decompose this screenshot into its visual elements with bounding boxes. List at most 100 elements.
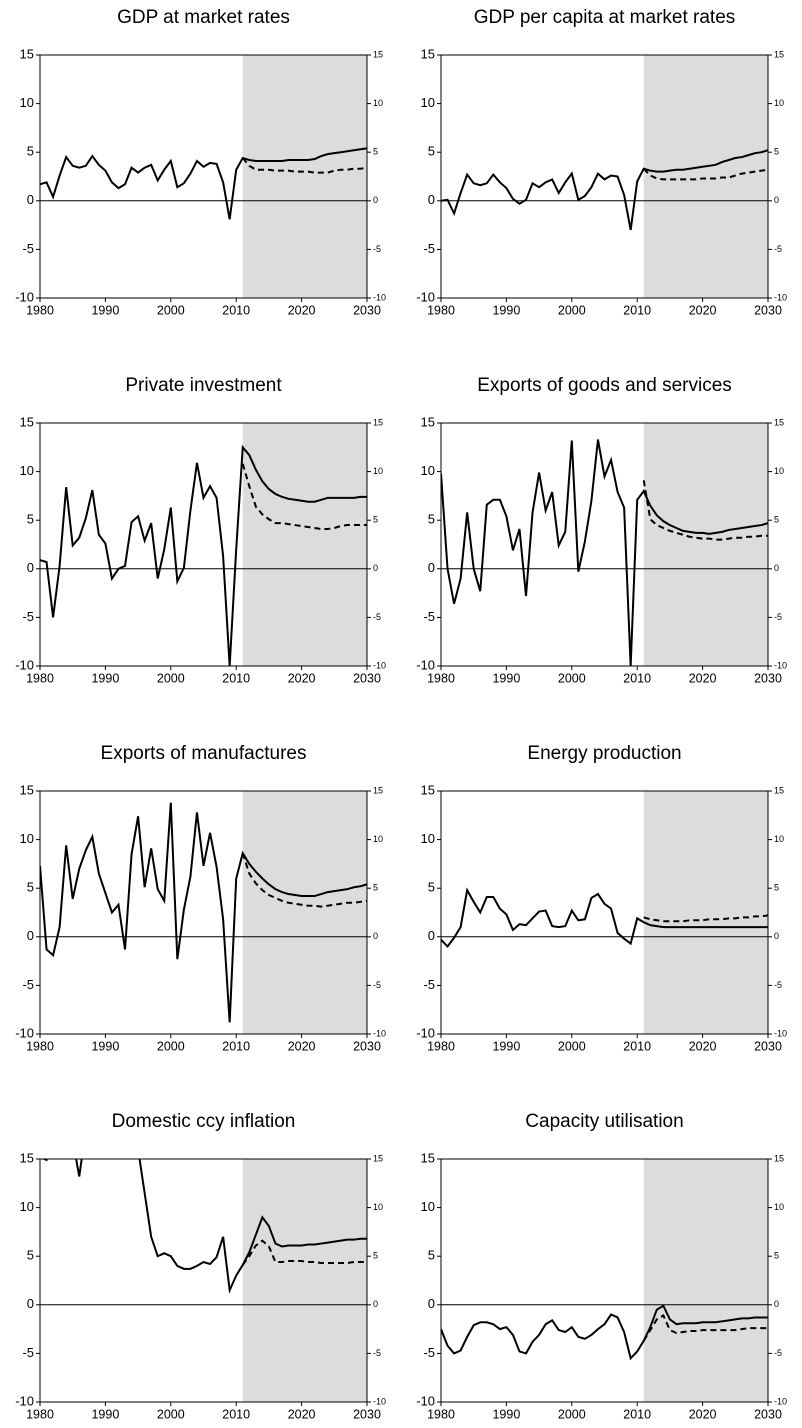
y-tick-label: -10 <box>15 657 34 672</box>
y-tick-label: 10 <box>20 95 34 110</box>
y-tick-label: -5 <box>22 609 34 624</box>
y-tick-label: 0 <box>428 192 435 207</box>
y-tick-label: 10 <box>421 1199 435 1214</box>
y-tick-label: 5 <box>27 880 34 895</box>
y2-tick-label: -10 <box>373 660 386 670</box>
y2-tick-label: 10 <box>774 834 784 844</box>
series-line <box>441 887 768 949</box>
y-tick-label: -10 <box>15 289 34 304</box>
y2-tick-label: -10 <box>373 1028 386 1038</box>
series-line <box>642 1314 768 1342</box>
y-tick-label: -5 <box>22 241 34 256</box>
y-tick-label: 10 <box>421 95 435 110</box>
y-tick-label: 15 <box>421 46 435 61</box>
y2-tick-label: 5 <box>774 1251 779 1261</box>
x-tick-label: 2010 <box>222 1407 250 1421</box>
plot-frame <box>39 54 368 299</box>
series-line <box>643 914 768 923</box>
y2-tick-label: 10 <box>373 1202 383 1212</box>
y2-tick-label: 15 <box>373 785 383 795</box>
y2-tick-label: -10 <box>774 1396 787 1406</box>
y2-tick-label: 10 <box>774 466 784 476</box>
x-tick-label: 2010 <box>623 671 651 685</box>
y2-tick-label: 10 <box>373 834 383 844</box>
y2-tick-label: -5 <box>774 980 782 990</box>
x-tick-label: 2030 <box>353 1039 381 1053</box>
series-line <box>241 1239 367 1266</box>
y2-tick-label: 5 <box>373 515 378 525</box>
forecast-shade <box>643 55 768 298</box>
y2-tick-label: 10 <box>373 466 383 476</box>
series-line <box>642 480 768 541</box>
y-tick-label: 5 <box>27 1248 34 1263</box>
y2-tick-label: 5 <box>373 147 378 157</box>
plot-frame <box>440 422 769 667</box>
y-tick-label: -10 <box>416 1025 435 1040</box>
y2-tick-label: 5 <box>774 515 779 525</box>
x-tick-label: 2000 <box>558 303 586 317</box>
y2-tick-label: -5 <box>373 244 381 254</box>
forecast-shade <box>643 423 768 666</box>
y2-tick-label: -10 <box>774 1028 787 1038</box>
plot-frame <box>39 422 368 667</box>
forecast-shade <box>242 423 367 666</box>
panel: Private investment -10 -5 0 5 10 15 -10 -5 0 5 10 15… <box>15 375 386 685</box>
chart-title: Exports of manufactures <box>101 743 307 764</box>
y-tick-label: 5 <box>428 880 435 895</box>
x-tick-label: 2000 <box>157 1407 185 1421</box>
forecast-shade <box>242 55 367 298</box>
y2-tick-label: 0 <box>373 1299 378 1309</box>
series-line <box>441 439 768 666</box>
y2-tick-label: 5 <box>774 883 779 893</box>
y-tick-label: 10 <box>421 831 435 846</box>
y-tick-label: -5 <box>423 1345 435 1360</box>
forecast-shade <box>643 1159 768 1402</box>
x-tick-label: 2030 <box>754 1407 782 1421</box>
y2-tick-label: -5 <box>774 612 782 622</box>
x-tick-label: 1990 <box>91 671 119 685</box>
y2-tick-label: 15 <box>774 417 784 427</box>
y2-tick-label: 0 <box>774 1299 779 1309</box>
y-tick-label: 0 <box>428 560 435 575</box>
chart-title: Capacity utilisation <box>525 1111 683 1132</box>
chart-title: GDP at market rates <box>117 7 290 28</box>
x-tick-label: 2030 <box>353 671 381 685</box>
panel: Exports of goods and services -10 -5 0 5 10 15… <box>416 375 787 685</box>
y2-tick-label: 0 <box>774 563 779 573</box>
x-tick-label: 1990 <box>492 303 520 317</box>
y-tick-label: 15 <box>20 46 34 61</box>
y-tick-label: 15 <box>20 1150 34 1165</box>
x-tick-label: 2000 <box>558 1039 586 1053</box>
series-line <box>40 444 367 666</box>
x-tick-label: 2010 <box>222 1039 250 1053</box>
y-tick-label: 5 <box>428 512 435 527</box>
y-tick-label: 0 <box>27 192 34 207</box>
y-tick-label: -5 <box>423 609 435 624</box>
y2-tick-label: -5 <box>774 244 782 254</box>
y2-tick-label: 15 <box>373 417 383 427</box>
x-tick-label: 2000 <box>558 1407 586 1421</box>
y2-tick-label: -10 <box>373 1396 386 1406</box>
y2-tick-label: -10 <box>774 660 787 670</box>
y-tick-label: 10 <box>20 1199 34 1214</box>
y2-tick-label: -5 <box>373 1348 381 1358</box>
y-tick-label: -5 <box>22 977 34 992</box>
y-tick-label: 15 <box>20 782 34 797</box>
y2-tick-label: 15 <box>774 1153 784 1163</box>
y2-tick-label: 0 <box>774 931 779 941</box>
x-tick-label: 1980 <box>26 1407 54 1421</box>
y-tick-label: 15 <box>421 414 435 429</box>
series-line <box>40 802 367 1023</box>
x-tick-label: 1990 <box>492 671 520 685</box>
x-tick-label: 2020 <box>689 671 717 685</box>
y2-tick-label: 0 <box>373 563 378 573</box>
series-line <box>40 147 367 220</box>
y2-tick-label: 0 <box>373 195 378 205</box>
y-tick-label: 5 <box>27 512 34 527</box>
forecast-shade <box>242 1159 367 1402</box>
series-line <box>41 1159 367 1294</box>
y2-tick-label: -5 <box>774 1348 782 1358</box>
series-line <box>241 852 367 908</box>
